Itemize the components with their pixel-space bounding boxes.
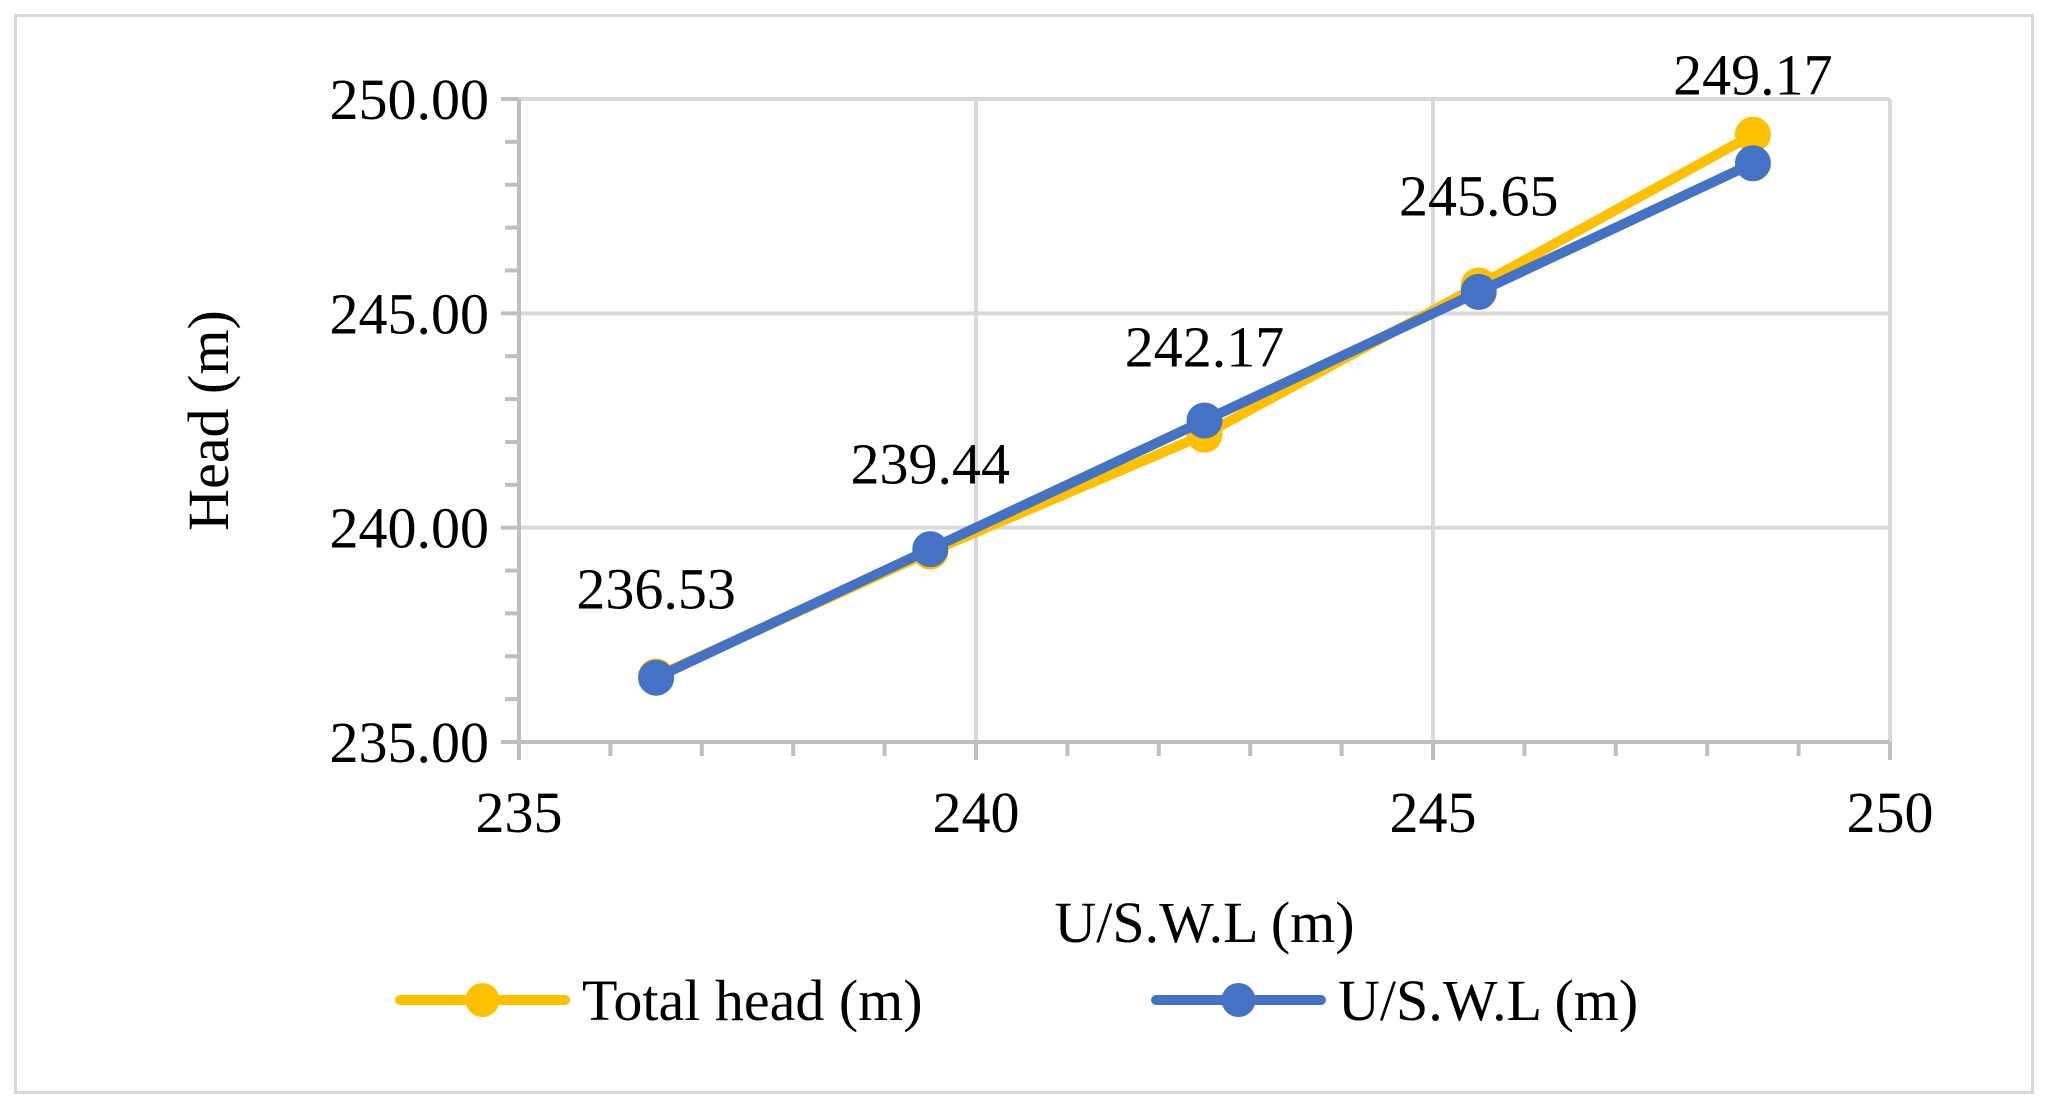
- legend-dot-total-head: [465, 983, 500, 1017]
- x-tick-label: 235: [476, 780, 563, 845]
- data-label: 236.53: [576, 556, 736, 621]
- series-1-point: [638, 659, 675, 696]
- series-1-point: [1460, 273, 1497, 310]
- y-tick-label: 250.00: [330, 67, 490, 132]
- x-tick-label: 250: [1847, 780, 1934, 845]
- series-1-point: [912, 531, 949, 568]
- series-layer: [638, 116, 1771, 696]
- x-axis-title: U/S.W.L (m): [1054, 890, 1354, 955]
- axis-layer: [501, 97, 1892, 760]
- series-1-point: [1734, 145, 1771, 182]
- y-tick-label: 240.00: [330, 496, 490, 561]
- grid-layer: [519, 97, 1892, 742]
- series-1-point: [1186, 402, 1223, 439]
- legend-label-total-head: Total head (m): [582, 968, 923, 1033]
- legend-dot-usw-level: [1221, 983, 1256, 1017]
- legend: Total head (m) U/S.W.L (m): [395, 968, 1638, 1033]
- y-tick-label: 235.00: [330, 710, 490, 775]
- data-label: 239.44: [851, 432, 1011, 497]
- data-label: 242.17: [1125, 315, 1285, 380]
- legend-label-usw-level: U/S.W.L (m): [1338, 968, 1638, 1033]
- y-axis-title: Head (m): [176, 310, 241, 531]
- data-label: 249.17: [1673, 43, 1833, 108]
- x-tick-label: 245: [1390, 780, 1477, 845]
- y-tick-label: 245.00: [330, 281, 490, 346]
- label-layer: 235 240 245 250 235.00 240.00 245.00 250.00 236.…: [330, 43, 1934, 845]
- data-label: 245.65: [1399, 163, 1559, 228]
- x-tick-label: 240: [933, 780, 1020, 845]
